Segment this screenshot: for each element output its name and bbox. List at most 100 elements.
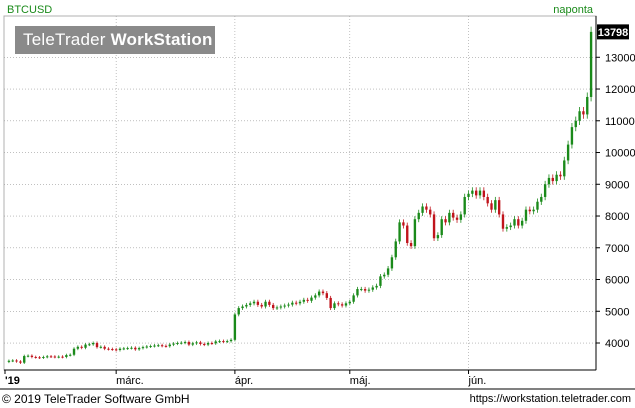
candle-body [371, 287, 374, 290]
candle-body [76, 346, 80, 349]
candle-body [294, 302, 298, 304]
candle-body [421, 206, 424, 213]
candle-body [26, 355, 30, 357]
y-tick-label: 5000 [605, 306, 629, 318]
candle-body [497, 200, 501, 215]
candle-body [256, 301, 260, 305]
candle-body [482, 190, 486, 197]
candle-body [524, 209, 528, 221]
candle-body [91, 343, 95, 345]
candle-body [325, 293, 328, 298]
candle-body [283, 305, 286, 307]
candle-body [203, 343, 206, 345]
candle-body [19, 361, 22, 363]
symbol-label: BTCUSD [7, 4, 53, 16]
candle-body [425, 206, 428, 210]
candle-body [245, 304, 248, 307]
candle-body [337, 303, 340, 305]
candle-body [402, 222, 405, 226]
candle-body [172, 343, 175, 345]
candle-body [390, 257, 394, 269]
x-tick-label: ápr. [235, 375, 253, 387]
candles [7, 26, 593, 364]
candle-body [195, 342, 198, 344]
candle-body [329, 297, 332, 309]
plot-area [3, 15, 597, 371]
candle-body [547, 177, 551, 185]
candle-body [394, 241, 397, 258]
candle-body [160, 345, 164, 347]
candle-body [164, 345, 168, 347]
candle-body [118, 348, 122, 350]
x-tick-label: márc. [116, 375, 144, 387]
y-axis-ticks: 4000 5000 6000 7000 8000 9000 10000 11000 12000 1… [596, 52, 635, 350]
candle-body [107, 348, 110, 350]
candle-body [432, 214, 436, 239]
copyright-text: © 2019 TeleTrader Software GmbH [2, 392, 190, 406]
candle-body [206, 343, 210, 345]
candle-body [210, 343, 214, 345]
candle-body [7, 360, 11, 362]
candle-body [566, 144, 570, 161]
y-tick-label: 11000 [605, 116, 635, 128]
candle-body [183, 342, 187, 344]
candle-body [157, 345, 160, 347]
candle-body [141, 347, 145, 349]
period-label: naponta [553, 4, 593, 16]
candle-body [298, 301, 302, 304]
candle-body [237, 308, 240, 315]
x-tick-label: jún. [468, 375, 487, 387]
candle-body [317, 291, 321, 296]
candle-body [413, 219, 417, 247]
candle-body [367, 289, 371, 291]
candle-body [429, 209, 432, 215]
candle-body [268, 301, 271, 305]
y-tick-label: 7000 [605, 243, 629, 255]
candle-body [555, 174, 558, 182]
x-tick-label: '19 [5, 375, 20, 387]
candle-body [344, 303, 348, 306]
candle-body [84, 344, 87, 348]
candle-body [386, 268, 390, 275]
candle-body [88, 344, 91, 346]
candle-body [42, 356, 45, 358]
candle-body [494, 200, 497, 210]
candle-body [436, 235, 440, 239]
candle-body [130, 347, 133, 349]
y-tick-label: 9000 [605, 179, 629, 191]
watermark-logo: TeleTrader WorkStation [15, 26, 215, 54]
candle-body [23, 356, 26, 363]
candle-body [440, 219, 443, 236]
candle-body [586, 96, 589, 115]
candle-body [409, 243, 413, 247]
candle-body [168, 344, 171, 347]
candle-body [444, 219, 447, 223]
candle-body [398, 222, 401, 242]
candle-body [543, 184, 547, 197]
candle-body [528, 209, 531, 212]
candle-body [114, 349, 118, 351]
candle-body [226, 341, 229, 343]
x-tick-label: máj. [350, 375, 371, 387]
candle-body [30, 355, 34, 357]
candle-body [149, 346, 152, 348]
candle-body [153, 345, 156, 347]
candle-body [180, 342, 183, 344]
candle-body [137, 348, 141, 350]
candle-body [509, 225, 512, 228]
candle-body [478, 190, 482, 196]
candle-body [34, 356, 37, 358]
candle-body [126, 348, 129, 350]
candle-body [589, 31, 593, 97]
candle-body [187, 342, 191, 345]
candle-body [321, 291, 325, 294]
y-tick-label: 10000 [605, 148, 635, 160]
y-tick-label: 13000 [605, 52, 635, 64]
candle-body [520, 220, 524, 226]
candle-body [352, 295, 355, 302]
candle-body [111, 349, 114, 351]
candle-body [582, 111, 585, 115]
candle-body [122, 348, 126, 350]
candle-body [501, 214, 505, 229]
